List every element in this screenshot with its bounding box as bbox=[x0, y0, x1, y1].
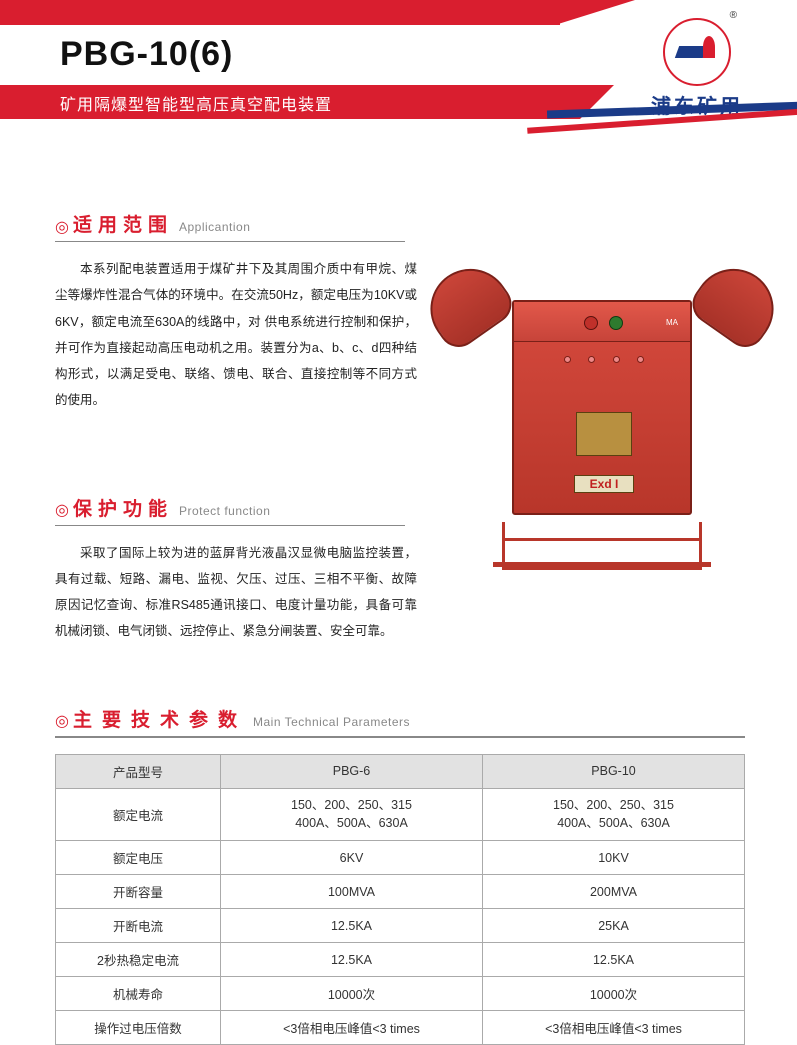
cell: 12.5KA bbox=[483, 943, 745, 977]
section-title-cn: 主要技术参数 bbox=[73, 710, 247, 731]
device-top-panel: MA bbox=[514, 302, 690, 342]
table-row: 操作过电压倍数<3倍相电压峰值<3 times<3倍相电压峰值<3 times bbox=[56, 1011, 745, 1045]
row-label: 机械寿命 bbox=[56, 977, 221, 1011]
table-row: 开断容量100MVA200MVA bbox=[56, 875, 745, 909]
cell: 100MVA bbox=[221, 875, 483, 909]
product-code: PBG-10(6) bbox=[60, 35, 233, 74]
cell: 12.5KA bbox=[221, 943, 483, 977]
nameplate-icon bbox=[576, 412, 632, 456]
ring-icon: ◎ bbox=[55, 502, 69, 519]
table-row: 额定电压6KV10KV bbox=[56, 841, 745, 875]
row-label: 开断容量 bbox=[56, 875, 221, 909]
subtitle: 矿用隔爆型智能型高压真空配电装置 bbox=[0, 85, 580, 115]
application-body: 本系列配电装置适用于煤矿井下及其周围介质中有甲烷、煤尘等爆炸性混合气体的环境中。… bbox=[55, 256, 417, 414]
row-label: 操作过电压倍数 bbox=[56, 1011, 221, 1045]
cell: 10KV bbox=[483, 841, 745, 875]
section-title-en: Applicantion bbox=[179, 220, 250, 234]
device-stand bbox=[502, 522, 702, 570]
cell: 12.5KA bbox=[221, 909, 483, 943]
subtitle-stripe: 矿用隔爆型智能型高压真空配电装置 bbox=[0, 85, 580, 119]
th-model: 产品型号 bbox=[56, 754, 221, 788]
cell: 6KV bbox=[221, 841, 483, 875]
ring-icon: ◎ bbox=[55, 219, 69, 236]
divider bbox=[55, 241, 405, 242]
header: PBG-10(6) 矿用隔爆型智能型高压真空配电装置 ® 浦东矿用 bbox=[0, 0, 797, 130]
row-label: 额定电压 bbox=[56, 841, 221, 875]
trademark-icon: ® bbox=[730, 10, 737, 21]
device-right-housing bbox=[685, 253, 790, 355]
section-title-cn: 保护功能 bbox=[73, 499, 173, 520]
section-header-params: ◎主要技术参数 Main Technical Parameters bbox=[55, 705, 742, 732]
ma-badge: MA bbox=[666, 318, 678, 327]
section-header-application: ◎适用范围 Applicantion bbox=[55, 210, 455, 237]
divider bbox=[55, 525, 405, 526]
cell: <3倍相电压峰值<3 times bbox=[221, 1011, 483, 1045]
title-area: PBG-10(6) bbox=[60, 35, 233, 74]
cell: 10000次 bbox=[221, 977, 483, 1011]
protect-body: 采取了国际上较为进的蓝屏背光液晶汉显微电脑监控装置，具有过载、短路、漏电、监视、… bbox=[55, 540, 417, 645]
table-row: 机械寿命10000次10000次 bbox=[56, 977, 745, 1011]
table-header-row: 产品型号 PBG-6 PBG-10 bbox=[56, 754, 745, 788]
th-pbg6: PBG-6 bbox=[221, 754, 483, 788]
th-pbg10: PBG-10 bbox=[483, 754, 745, 788]
divider bbox=[55, 736, 745, 738]
row-label: 2秒热稳定电流 bbox=[56, 943, 221, 977]
table-row: 2秒热稳定电流12.5KA12.5KA bbox=[56, 943, 745, 977]
bolt-row bbox=[564, 356, 644, 363]
red-button-icon bbox=[584, 316, 598, 330]
section-title-en: Main Technical Parameters bbox=[253, 715, 410, 729]
cell: 200MVA bbox=[483, 875, 745, 909]
cell: 10000次 bbox=[483, 977, 745, 1011]
cell: 25KA bbox=[483, 909, 745, 943]
row-label: 开断电流 bbox=[56, 909, 221, 943]
device-body: MA Exd I bbox=[512, 300, 692, 515]
params-table: 产品型号 PBG-6 PBG-10 额定电流150、200、250、315400… bbox=[55, 754, 745, 1045]
logo-circle-icon bbox=[663, 18, 731, 86]
table-row: 开断电流12.5KA25KA bbox=[56, 909, 745, 943]
section-header-protect: ◎保护功能 Protect function bbox=[55, 494, 455, 521]
green-button-icon bbox=[609, 316, 623, 330]
product-image: MA Exd I bbox=[447, 240, 757, 570]
top-stripe bbox=[0, 0, 560, 25]
cell: 150、200、250、315400A、500A、630A bbox=[221, 788, 483, 841]
ring-icon: ◎ bbox=[55, 713, 69, 730]
cell: <3倍相电压峰值<3 times bbox=[483, 1011, 745, 1045]
exd-badge: Exd I bbox=[574, 475, 634, 493]
cell: 150、200、250、315400A、500A、630A bbox=[483, 788, 745, 841]
row-label: 额定电流 bbox=[56, 788, 221, 841]
section-title-cn: 适用范围 bbox=[73, 215, 173, 236]
section-title-en: Protect function bbox=[179, 504, 270, 518]
table-row: 额定电流150、200、250、315400A、500A、630A150、200… bbox=[56, 788, 745, 841]
